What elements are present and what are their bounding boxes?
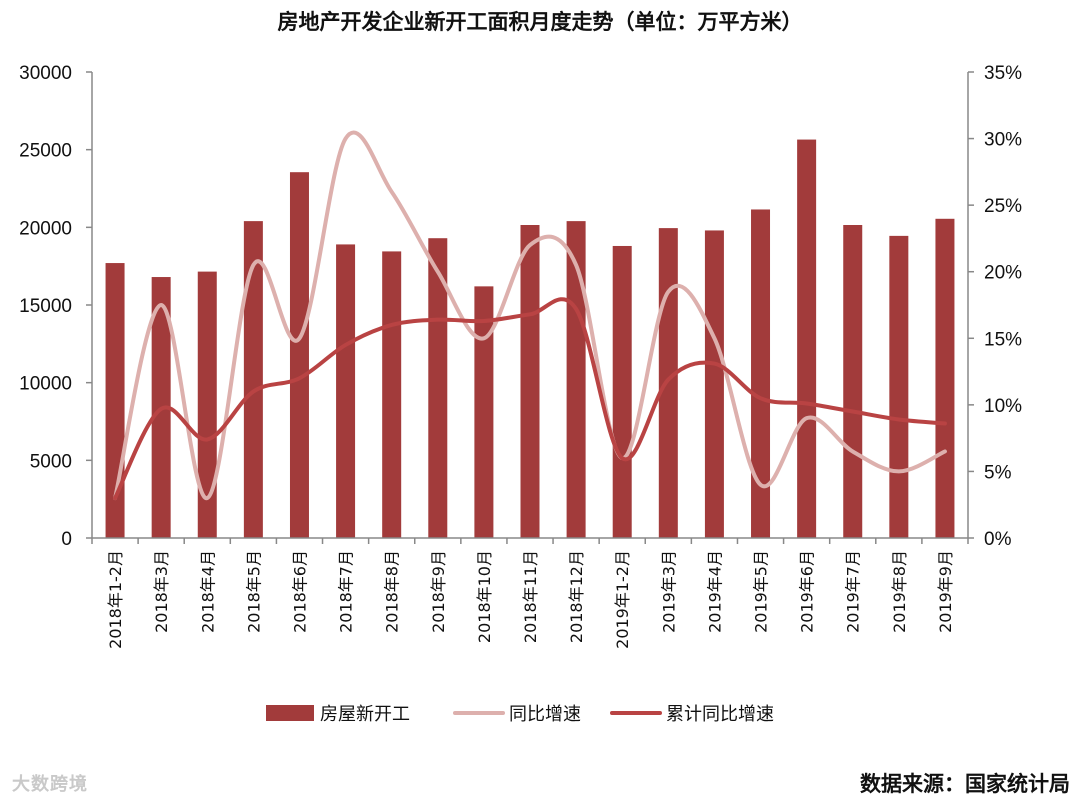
x-tick-label: 2018年1-2月 xyxy=(106,550,125,649)
bar xyxy=(889,235,909,539)
bar xyxy=(336,244,356,539)
y-right-tick-label: 5% xyxy=(984,462,1012,483)
y-right-tick-label: 20% xyxy=(984,263,1022,284)
chart-title: 房地产开发企业新开工面积月度走势（单位：万平方米） xyxy=(277,10,803,34)
x-tick-label: 2018年7月 xyxy=(337,550,356,633)
source-note: 数据来源：国家统计局 xyxy=(860,772,1070,796)
bar xyxy=(197,271,217,538)
watermark: 大数跨境 xyxy=(12,774,88,795)
bar xyxy=(935,218,955,539)
bar xyxy=(797,139,817,538)
bar xyxy=(520,225,540,538)
bar xyxy=(289,172,309,538)
y-left-tick-label: 20000 xyxy=(19,218,72,239)
x-tick-label: 2018年9月 xyxy=(429,550,448,633)
y-right-tick-label: 25% xyxy=(984,196,1022,217)
y-right-tick-label: 15% xyxy=(984,329,1022,350)
y-left-tick-label: 15000 xyxy=(19,296,72,317)
bar xyxy=(751,209,771,538)
x-tick-label: 2019年1-2月 xyxy=(613,550,632,649)
axes: 0 5000 10000 15000 20000 25000 30000 0% 5% 10% 15%… xyxy=(19,63,1022,649)
bar xyxy=(382,251,402,538)
x-tick-label: 2018年5月 xyxy=(244,550,263,633)
x-tick-label: 2019年6月 xyxy=(798,550,817,633)
x-tick-label: 2018年12月 xyxy=(567,550,586,643)
x-tick-label: 2019年8月 xyxy=(890,550,909,633)
legend-label: 累计同比增速 xyxy=(666,704,774,725)
y-left-tick-label: 5000 xyxy=(30,451,72,472)
y-left-tick-label: 25000 xyxy=(19,141,72,162)
legend-item: 累计同比增速 xyxy=(610,704,774,725)
bar xyxy=(474,286,494,538)
y-left-tick-label: 30000 xyxy=(19,63,72,84)
x-tick-label: 2018年4月 xyxy=(198,550,217,633)
line-series xyxy=(113,130,947,501)
x-tick-label: 2019年4月 xyxy=(705,550,724,633)
legend-item: 房屋新开工 xyxy=(266,704,410,725)
cumulative-growth-line xyxy=(113,297,947,501)
x-tick-label: 2019年7月 xyxy=(844,550,863,633)
bar xyxy=(428,238,448,538)
x-tick-label: 2018年11月 xyxy=(521,550,540,643)
legend-item: 同比增速 xyxy=(453,704,581,725)
legend-label: 房屋新开工 xyxy=(320,704,410,725)
y-left-tick-label: 10000 xyxy=(19,374,72,395)
y-right-tick-label: 10% xyxy=(984,396,1022,417)
legend-label: 同比增速 xyxy=(509,704,581,725)
bar xyxy=(658,228,678,539)
bar-series xyxy=(105,139,955,539)
x-tick-label: 2019年3月 xyxy=(659,550,678,633)
bar xyxy=(704,230,724,538)
x-tick-label: 2018年8月 xyxy=(383,550,402,633)
legend: 房屋新开工 同比增速 累计同比增速 xyxy=(266,704,774,725)
yoy-growth-line xyxy=(113,130,947,501)
x-tick-label: 2018年10月 xyxy=(475,550,494,643)
x-tick-label: 2019年9月 xyxy=(936,550,955,633)
bar xyxy=(843,225,863,538)
y-right-tick-label: 30% xyxy=(984,130,1022,151)
bar xyxy=(566,221,586,538)
y-right-tick-label: 0% xyxy=(984,529,1012,550)
y-right-tick-label: 35% xyxy=(984,63,1022,84)
bar xyxy=(612,245,632,538)
x-tick-label: 2018年6月 xyxy=(290,550,309,633)
legend-swatch xyxy=(266,705,314,721)
x-tick-label: 2019年5月 xyxy=(752,550,771,633)
bar xyxy=(243,221,263,538)
y-left-tick-label: 0 xyxy=(61,529,72,550)
x-tick-label: 2018年3月 xyxy=(152,550,171,633)
